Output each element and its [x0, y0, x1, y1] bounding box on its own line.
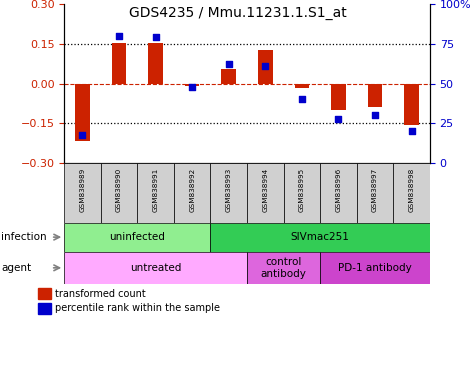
Text: untreated: untreated [130, 263, 181, 273]
Bar [64, 163, 101, 223]
Point [334, 116, 342, 122]
Point [188, 84, 196, 90]
Text: infection: infection [1, 232, 47, 242]
Text: GSM838996: GSM838996 [335, 168, 342, 212]
Bar [137, 163, 174, 223]
Bar [331, 84, 346, 110]
Bar [258, 50, 273, 84]
Point [78, 131, 86, 137]
Bar [284, 163, 320, 223]
Bar [393, 163, 430, 223]
Text: agent: agent [1, 263, 31, 273]
Point [225, 61, 233, 68]
Bar [101, 163, 137, 223]
Text: GSM838998: GSM838998 [408, 168, 415, 212]
Text: uninfected: uninfected [109, 232, 165, 242]
Text: PD-1 antibody: PD-1 antibody [338, 263, 412, 273]
Point [408, 128, 415, 134]
Point [152, 34, 160, 40]
Text: control
antibody: control antibody [261, 257, 306, 279]
Bar [112, 43, 126, 84]
Point [371, 112, 379, 118]
Bar [247, 163, 284, 223]
Text: SIVmac251: SIVmac251 [291, 232, 350, 242]
Point [115, 33, 123, 39]
Text: GSM838989: GSM838989 [79, 168, 86, 212]
Bar [174, 163, 210, 223]
Text: GSM838994: GSM838994 [262, 168, 268, 212]
Text: GSM838990: GSM838990 [116, 168, 122, 212]
Bar [247, 252, 320, 284]
Bar [38, 288, 51, 299]
Bar [221, 69, 236, 84]
Bar [357, 163, 393, 223]
Bar [210, 163, 247, 223]
Bar [294, 84, 309, 88]
Text: GDS4235 / Mmu.11231.1.S1_at: GDS4235 / Mmu.11231.1.S1_at [129, 6, 346, 20]
Bar [148, 43, 163, 84]
Bar [38, 303, 51, 314]
Bar [368, 84, 382, 108]
Text: GSM838995: GSM838995 [299, 168, 305, 212]
Bar [210, 223, 430, 252]
Text: GSM838993: GSM838993 [226, 168, 232, 212]
Text: percentile rank within the sample: percentile rank within the sample [55, 303, 219, 313]
Text: transformed count: transformed count [55, 289, 145, 299]
Text: GSM838997: GSM838997 [372, 168, 378, 212]
Bar [75, 84, 90, 141]
Bar [404, 84, 419, 125]
Bar [64, 252, 247, 284]
Text: GSM838991: GSM838991 [152, 168, 159, 212]
Bar [320, 163, 357, 223]
Bar [185, 84, 200, 86]
Point [261, 63, 269, 69]
Point [298, 96, 306, 103]
Text: GSM838992: GSM838992 [189, 168, 195, 212]
Bar [320, 252, 430, 284]
Bar [64, 223, 210, 252]
